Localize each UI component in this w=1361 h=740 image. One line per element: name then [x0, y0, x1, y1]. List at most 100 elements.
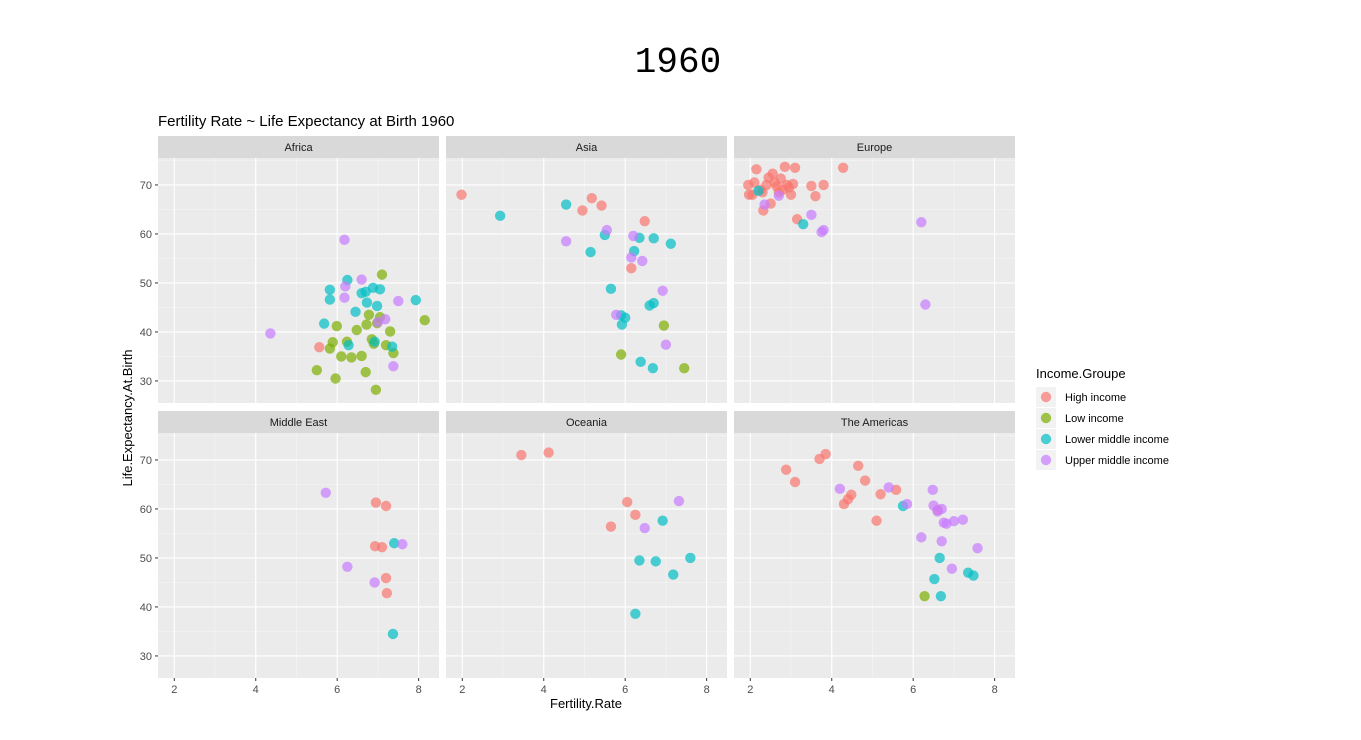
y-tick-label: 70: [140, 455, 152, 467]
data-point-upper-middle-income: [936, 536, 947, 547]
x-tick-label: 6: [910, 684, 916, 696]
y-tick-label: 40: [140, 327, 152, 339]
data-point-high-income: [381, 588, 393, 599]
x-tick-label: 2: [459, 684, 465, 696]
data-point-lower-middle-income: [929, 573, 940, 585]
data-point-high-income: [586, 192, 597, 204]
panel-background-asia: [446, 158, 727, 403]
data-point-lower-middle-income: [389, 538, 400, 549]
data-point-lower-middle-income: [605, 283, 617, 295]
data-point-upper-middle-income: [773, 190, 784, 201]
data-point-high-income: [577, 205, 588, 216]
data-point-high-income: [626, 263, 637, 274]
data-point-upper-middle-income: [901, 498, 913, 510]
y-tick-label: 30: [140, 651, 152, 663]
x-tick-label: 8: [992, 684, 998, 696]
data-point-high-income: [543, 447, 554, 458]
data-point-lower-middle-income: [753, 185, 764, 197]
data-point-high-income: [605, 521, 617, 532]
data-point-upper-middle-income: [339, 234, 350, 246]
x-tick-label: 4: [541, 684, 547, 696]
data-point-high-income: [859, 475, 871, 486]
data-point-high-income: [376, 541, 388, 553]
data-point-high-income: [787, 178, 799, 190]
data-point-high-income: [806, 180, 817, 192]
data-point-upper-middle-income: [639, 522, 650, 534]
data-point-low-income: [346, 352, 357, 363]
data-point-high-income: [639, 216, 650, 227]
data-point-lower-middle-income: [410, 294, 421, 306]
legend-title: Income.Groupe: [1036, 366, 1126, 381]
data-point-upper-middle-income: [920, 299, 931, 310]
data-point-upper-middle-income: [948, 516, 960, 527]
facet-africa: Africa 30 40 50 60 70: [140, 136, 439, 403]
data-point-low-income: [419, 314, 430, 326]
data-point-lower-middle-income: [324, 294, 336, 305]
data-point-upper-middle-income: [759, 199, 770, 210]
data-point-lower-middle-income: [634, 555, 645, 566]
legend-label-high-income: High income: [1065, 392, 1126, 404]
data-point-lower-middle-income: [635, 356, 646, 368]
data-point-lower-middle-income: [585, 246, 596, 258]
data-point-high-income: [370, 497, 382, 508]
y-tick-label: 50: [140, 553, 152, 565]
data-point-low-income: [336, 351, 347, 362]
data-point-low-income: [658, 320, 670, 331]
data-point-upper-middle-income: [342, 561, 353, 572]
data-point-high-income: [596, 200, 607, 211]
data-point-low-income: [370, 384, 382, 395]
data-point-low-income: [361, 319, 372, 330]
data-point-upper-middle-income: [806, 209, 817, 221]
data-point-upper-middle-income: [388, 361, 399, 372]
data-point-upper-middle-income: [369, 577, 380, 588]
data-point-upper-middle-income: [397, 539, 408, 550]
facet-the-americas: The Americas 2 4 6 8: [734, 411, 1015, 696]
facet-strip-oceania: [446, 411, 727, 433]
data-point-upper-middle-income: [380, 314, 391, 325]
data-point-lower-middle-income: [665, 238, 676, 249]
data-point-upper-middle-income: [916, 216, 927, 228]
data-point-upper-middle-income: [339, 292, 350, 303]
data-point-high-income: [789, 476, 801, 488]
data-point-upper-middle-income: [320, 487, 331, 498]
data-point-upper-middle-income: [916, 532, 927, 543]
data-point-upper-middle-income: [660, 339, 672, 350]
data-point-upper-middle-income: [972, 542, 983, 554]
data-point-lower-middle-income: [935, 590, 947, 602]
data-point-lower-middle-income: [685, 552, 696, 564]
x-tick-label: 2: [747, 684, 753, 696]
facet-label-the-americas: The Americas: [841, 417, 909, 429]
legend-key-low-income: [1040, 412, 1052, 424]
data-point-low-income: [327, 337, 338, 348]
data-point-high-income: [630, 509, 641, 521]
y-tick-label: 50: [140, 278, 152, 290]
data-point-high-income: [622, 496, 633, 508]
data-point-low-income: [356, 350, 367, 362]
data-point-high-income: [751, 164, 762, 175]
data-point-low-income: [331, 320, 342, 332]
y-tick-label: 60: [140, 229, 152, 241]
x-tick-label: 8: [704, 684, 710, 696]
data-point-low-income: [384, 326, 396, 337]
data-point-upper-middle-income: [601, 224, 613, 236]
legend-label-lower-middle-income: Lower middle income: [1065, 434, 1169, 446]
data-point-lower-middle-income: [934, 552, 945, 564]
data-point-upper-middle-income: [628, 230, 639, 242]
legend-key-lower-middle-income: [1040, 433, 1052, 445]
data-point-upper-middle-income: [834, 483, 846, 495]
data-point-upper-middle-income: [927, 484, 938, 496]
data-point-upper-middle-income: [673, 495, 685, 507]
data-point-lower-middle-income: [647, 363, 659, 374]
data-point-lower-middle-income: [324, 284, 336, 296]
data-point-upper-middle-income: [340, 281, 351, 292]
data-point-low-income: [330, 373, 341, 384]
legend: Income.Groupe High income Low income Lower…: [1036, 366, 1169, 470]
data-point-low-income: [679, 363, 690, 374]
data-point-upper-middle-income: [818, 224, 829, 236]
data-point-upper-middle-income: [611, 309, 622, 320]
x-tick-label: 2: [171, 684, 177, 696]
panel-background-middle-east: [158, 433, 439, 678]
facet-label-europe: Europe: [857, 142, 892, 154]
data-point-high-income: [818, 179, 829, 191]
